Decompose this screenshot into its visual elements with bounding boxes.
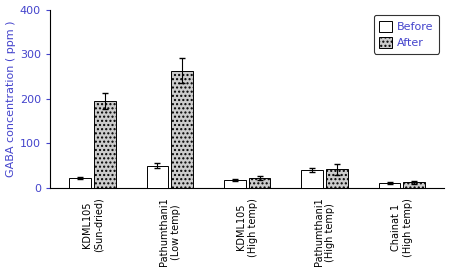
Bar (404, 182, 425, 188)
Bar (224, 180, 246, 188)
Bar (94, 101, 116, 188)
Bar (379, 183, 400, 188)
Bar (249, 178, 270, 188)
Bar (326, 169, 348, 188)
Bar (171, 71, 193, 188)
Bar (302, 170, 323, 188)
Bar (69, 178, 91, 188)
Y-axis label: GABA concentration ( ppm ): GABA concentration ( ppm ) (5, 20, 16, 177)
Bar (147, 166, 168, 188)
Legend: Before, After: Before, After (374, 15, 439, 54)
